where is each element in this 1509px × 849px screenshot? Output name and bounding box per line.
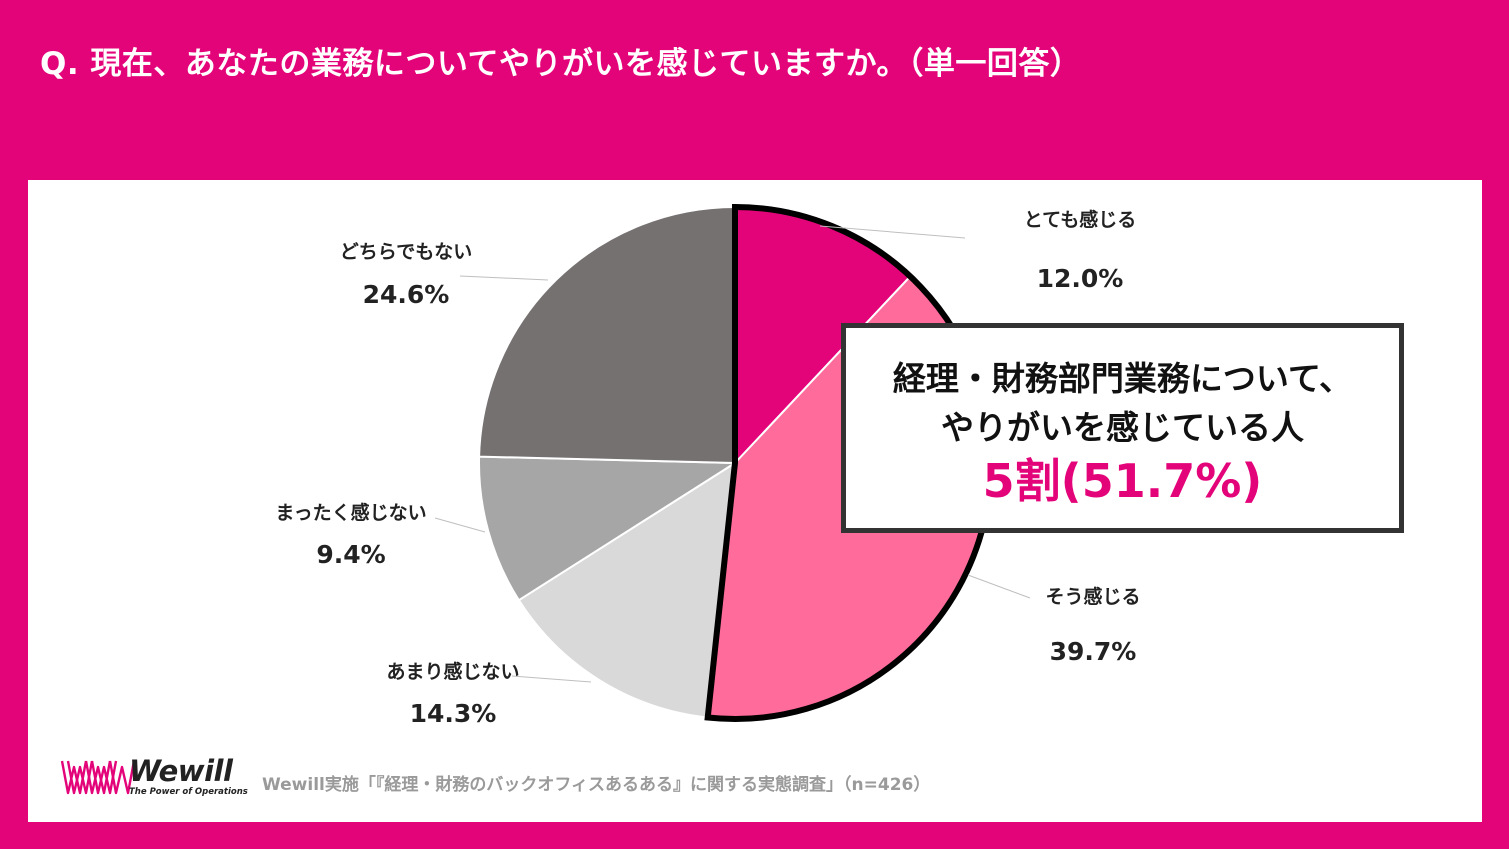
slice-value-3: 14.3% [410,699,497,728]
logo-tagline: The Power of Operations [129,787,248,797]
pie-slice-3 [517,461,737,719]
wewill-logo-icon [60,760,136,795]
leader-line-1 [819,225,966,239]
logo-wordmark: Wewill [129,754,233,788]
source-note: Wewill実施「『経理・財務のバックオフィスあるある』に関する実態調査」（n=… [262,775,931,795]
pie-slice-4 [478,455,739,602]
slice-value-4: 9.4% [316,540,385,569]
slice-label-1: とても感じる [1024,208,1136,231]
callout-line-2: やりがいを感じている人 [941,408,1304,447]
callout-highlight: 5割(51.7%) [982,454,1263,508]
slice-value-1: 12.0% [1037,264,1124,293]
callout-line-1: 経理・財務部門業務について、 [892,359,1353,398]
leader-line-4 [434,517,486,533]
leader-line-2 [967,574,1031,599]
slice-label-4: まったく感じない [275,501,426,524]
slice-label-5: どちらでもない [340,241,472,263]
slice-value-5: 24.6% [363,280,450,309]
leader-line-3 [511,675,592,683]
slice-value-2: 39.7% [1050,637,1137,666]
slice-label-2: そう感じる [1045,585,1140,608]
slice-label-3: あまり感じない [386,660,519,683]
pie-slice-5 [478,205,736,465]
question-title: Q. 現在、あなたの業務についてやりがいを感じていますか。（単一回答） [40,46,1082,82]
callout-box: 経理・財務部門業務について、 やりがいを感じている人 5割(51.7%) [841,323,1404,533]
leader-line-5 [459,275,549,281]
